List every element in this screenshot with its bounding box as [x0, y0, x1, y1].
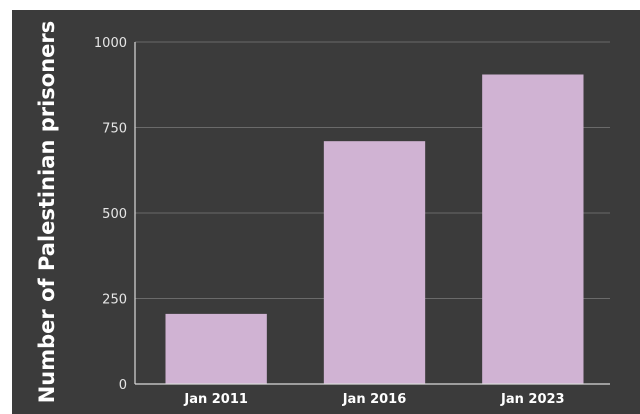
y-tick-label: 0 [119, 378, 127, 393]
y-tick-label: 1000 [94, 36, 127, 51]
y-tick-label: 500 [102, 207, 127, 222]
y-tick-label: 250 [102, 293, 127, 308]
axes [134, 42, 610, 385]
y-tick-label: 750 [102, 122, 127, 137]
bar-jan-2011 [165, 313, 267, 384]
bar-jan-2023 [482, 74, 584, 385]
x-tick-labels: Jan 2011 Jan 2016 Jan 2023 [183, 392, 564, 407]
x-tick-label: Jan 2011 [183, 392, 248, 407]
y-tick-labels: 0 250 500 750 1000 [94, 36, 127, 393]
x-tick-label: Jan 2023 [500, 392, 565, 407]
bars [165, 74, 584, 385]
y-axis-label: Number of Palestinian prisoners [35, 21, 59, 404]
bar-jan-2016 [323, 141, 426, 384]
x-tick-label: Jan 2016 [342, 392, 407, 407]
